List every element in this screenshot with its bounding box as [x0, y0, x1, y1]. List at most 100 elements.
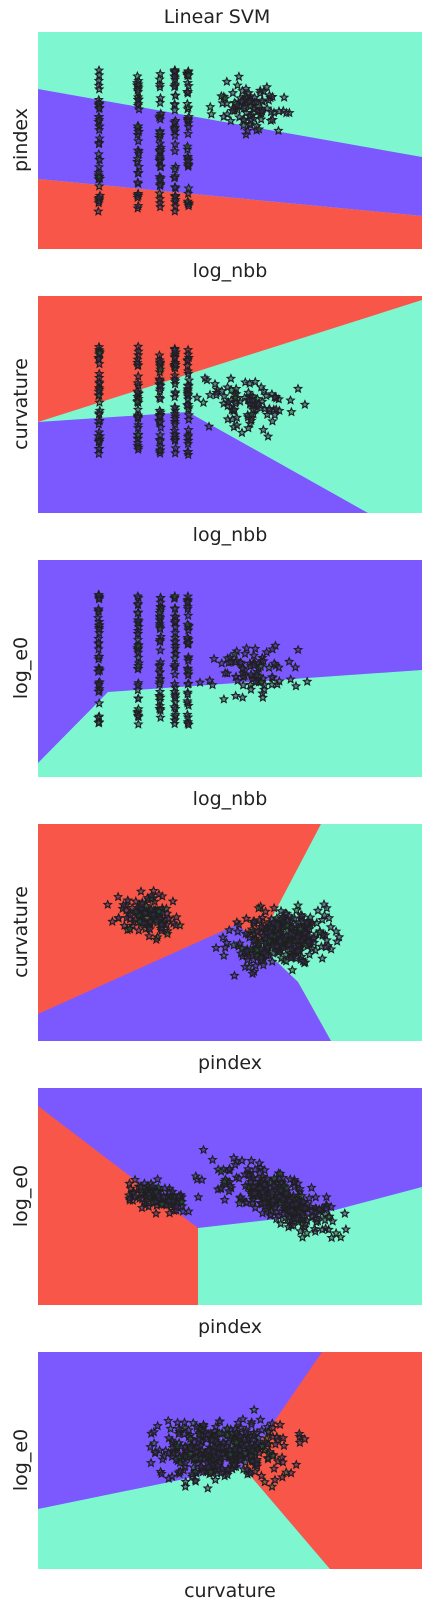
sample-marker	[240, 1180, 251, 1191]
x-axis-label-5: pindex	[197, 1316, 263, 1338]
sample-marker	[167, 895, 179, 906]
sample-marker	[155, 416, 166, 427]
sample-marker	[133, 370, 144, 381]
plot-area-5	[38, 1088, 422, 1305]
sample-marker	[231, 1436, 242, 1447]
sample-marker	[169, 370, 180, 380]
sample-marker	[170, 709, 181, 720]
sample-marker	[183, 655, 194, 666]
sample-marker	[154, 151, 165, 162]
violet-class-region	[38, 412, 368, 513]
sample-marker	[155, 108, 166, 119]
sample-marker	[93, 192, 105, 203]
sample-marker	[239, 1168, 251, 1179]
sample-marker	[297, 955, 309, 966]
sample-marker	[183, 624, 194, 635]
sample-marker	[238, 114, 249, 125]
sample-marker	[256, 1424, 267, 1435]
sample-marker	[133, 200, 144, 211]
sample-marker	[266, 679, 278, 690]
sample-marker	[330, 1227, 342, 1238]
sample-marker	[151, 934, 162, 945]
sample-marker	[169, 65, 180, 76]
sample-marker	[256, 381, 267, 392]
violet-class-region	[38, 89, 422, 216]
y-axis-label-1: pindex	[10, 107, 32, 173]
sample-marker	[285, 395, 296, 405]
sample-marker	[94, 180, 105, 191]
sample-marker	[218, 693, 230, 704]
sample-marker	[183, 200, 194, 211]
sample-marker	[325, 921, 336, 932]
sample-marker	[232, 79, 243, 90]
sample-marker	[269, 1172, 280, 1183]
sample-marker	[220, 667, 231, 678]
sample-marker	[170, 90, 181, 100]
sample-marker	[223, 396, 234, 407]
sample-marker	[237, 663, 248, 673]
sample-marker	[133, 640, 144, 651]
sample-marker	[202, 1482, 213, 1493]
decision-surface-5	[38, 1088, 422, 1305]
sample-marker	[132, 614, 144, 625]
sample-marker	[233, 919, 245, 930]
sample-marker	[93, 686, 104, 697]
sample-marker	[321, 902, 332, 913]
sample-marker	[250, 376, 261, 387]
sample-marker	[215, 1166, 227, 1176]
sample-marker	[219, 390, 230, 401]
subplot-3: log_nbb log_e0	[0, 560, 434, 823]
sample-marker	[213, 1448, 224, 1459]
sample-marker	[269, 391, 280, 402]
sample-marker	[256, 921, 267, 932]
sample-marker	[271, 941, 282, 951]
sample-marker	[183, 637, 194, 648]
sample-marker	[182, 669, 194, 680]
sample-marker	[171, 911, 182, 922]
red-class-region	[38, 1106, 198, 1305]
sample-marker	[136, 1202, 148, 1213]
sample-marker	[92, 612, 104, 623]
sample-marker	[132, 177, 143, 187]
sample-marker	[217, 97, 228, 108]
sample-marker	[183, 719, 194, 730]
sample-marker	[276, 952, 287, 963]
sample-marker	[184, 1448, 196, 1459]
sample-marker	[94, 114, 105, 125]
sample-marker	[170, 200, 181, 211]
sample-marker	[155, 644, 166, 655]
sample-marker	[167, 1186, 178, 1197]
sample-marker	[250, 643, 261, 654]
sample-marker	[190, 1476, 201, 1486]
sample-marker	[217, 1442, 228, 1452]
plot-area-4	[38, 824, 422, 1041]
sample-marker	[277, 1432, 289, 1443]
sample-marker	[94, 347, 105, 358]
sample-marker	[148, 908, 159, 919]
sample-marker	[163, 913, 174, 924]
sample-marker	[170, 615, 181, 626]
sample-marker	[167, 1442, 179, 1453]
sample-marker	[205, 101, 216, 112]
sample-marker	[154, 145, 165, 155]
sample-marker	[94, 368, 105, 379]
sample-marker	[132, 386, 143, 396]
sample-marker	[169, 425, 180, 436]
sample-marker	[261, 1433, 273, 1443]
sample-marker	[132, 590, 143, 601]
sample-marker	[237, 95, 248, 106]
sample-marker	[154, 386, 165, 396]
sample-marker	[286, 406, 297, 417]
sample-marker	[304, 949, 315, 960]
sample-marker	[260, 906, 271, 917]
sample-marker	[263, 94, 274, 105]
sample-marker	[136, 1193, 148, 1204]
sample-marker	[233, 1172, 245, 1183]
sample-marker	[226, 384, 237, 395]
sample-marker	[247, 404, 259, 415]
sample-marker	[132, 357, 143, 368]
red-class-region	[243, 1352, 422, 1569]
sample-marker	[222, 1469, 233, 1480]
sample-marker	[154, 678, 165, 689]
sample-marker	[267, 415, 278, 426]
